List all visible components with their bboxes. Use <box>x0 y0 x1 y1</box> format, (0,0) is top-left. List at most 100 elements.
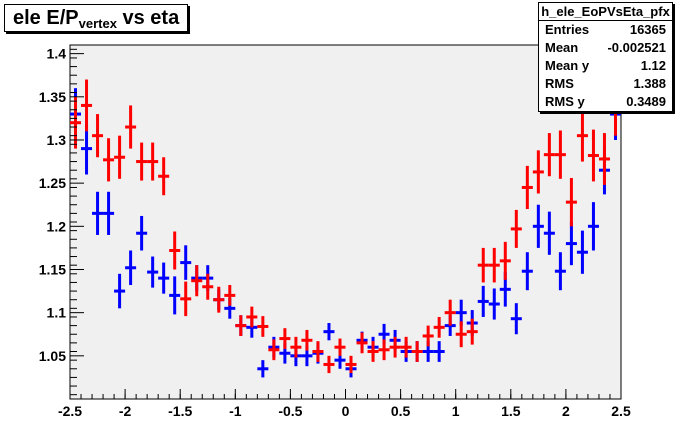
data-point <box>543 211 555 255</box>
stats-value: 16365 <box>629 22 666 37</box>
data-point <box>213 286 225 313</box>
x-tick-label: -0.5 <box>278 403 302 419</box>
data-point <box>125 250 137 286</box>
title-subscript: vertex <box>78 16 117 31</box>
data-point <box>488 247 500 283</box>
data-point <box>587 129 599 182</box>
data-point <box>466 318 478 345</box>
plot-frame <box>69 44 622 400</box>
data-point <box>356 332 368 354</box>
x-tick-label: -1.5 <box>168 403 192 419</box>
data-point <box>444 299 456 326</box>
stats-value: -0.002521 <box>607 40 666 55</box>
series-0 <box>70 88 621 378</box>
x-tick-label: 2 <box>562 403 570 419</box>
data-point <box>125 105 137 149</box>
data-point <box>389 336 401 358</box>
y-tick-label: 1.15 <box>39 261 66 277</box>
y-tick-label: 1.1 <box>47 305 67 321</box>
data-point <box>433 341 445 362</box>
data-point <box>543 133 555 177</box>
stats-row-rms-y: RMS y 0.3489 <box>539 93 672 111</box>
data-point <box>455 321 467 348</box>
data-point <box>257 316 269 337</box>
data-point <box>323 323 335 341</box>
chart-title: ele E/Pvertex vs eta <box>4 4 189 32</box>
data-point <box>103 138 115 182</box>
data-point <box>279 328 291 349</box>
data-point <box>477 247 489 283</box>
data-point <box>246 306 258 328</box>
series-1 <box>70 75 621 374</box>
data-point <box>136 215 148 251</box>
data-point <box>345 355 357 374</box>
stats-label: Mean <box>545 40 579 55</box>
data-point <box>257 360 269 378</box>
data-point <box>114 135 126 179</box>
y-tick-label: 1.35 <box>39 89 66 105</box>
y-tick-label: 1.25 <box>39 175 66 191</box>
x-tick-label: 1 <box>452 403 460 419</box>
data-point <box>554 252 566 291</box>
data-point <box>224 285 236 306</box>
data-point <box>598 133 610 185</box>
data-point <box>202 273 214 300</box>
data-point <box>114 273 126 309</box>
data-point <box>312 341 324 362</box>
series-layer <box>70 75 621 378</box>
data-point <box>169 231 181 270</box>
data-point <box>147 142 159 181</box>
data-point <box>532 204 544 248</box>
x-tick-label: -2.5 <box>58 403 82 419</box>
stats-label: RMS y <box>545 94 585 109</box>
data-point <box>433 316 445 338</box>
y-tick-label: 1.3 <box>47 132 67 148</box>
data-point <box>92 114 104 158</box>
stats-value: 0.3489 <box>626 94 666 109</box>
y-tick-label: 1.05 <box>39 348 66 364</box>
stats-row-entries: Entries 16365 <box>539 21 672 39</box>
stats-value: 1.388 <box>633 76 666 91</box>
data-point <box>477 285 489 317</box>
data-point <box>411 341 423 362</box>
data-point <box>158 157 170 196</box>
data-point <box>158 262 170 294</box>
data-point <box>521 165 533 210</box>
data-point <box>488 288 500 320</box>
data-point <box>191 265 203 297</box>
y-tick-label: 1.2 <box>47 218 67 234</box>
title-suffix: vs eta <box>116 7 180 29</box>
stats-box: h_ele_EoPVsEta_pfx Entries 16365 Mean -0.0… <box>538 2 673 112</box>
data-point <box>510 209 522 248</box>
x-tick-label: -1 <box>229 403 242 419</box>
stats-histogram-name: h_ele_EoPVsEta_pfx <box>539 3 672 21</box>
stats-row-rms: RMS 1.388 <box>539 75 672 93</box>
data-point <box>378 339 390 361</box>
y-tick-label: 1.4 <box>47 46 67 62</box>
data-point <box>323 355 335 374</box>
data-point <box>532 150 544 194</box>
data-point <box>587 202 599 251</box>
stats-row-mean: Mean -0.002521 <box>539 39 672 57</box>
data-point <box>92 191 104 235</box>
data-point <box>565 222 577 266</box>
stats-label: Mean y <box>545 58 590 73</box>
data-point <box>554 130 566 179</box>
data-point <box>301 329 313 351</box>
data-point <box>169 276 181 315</box>
stats-row-mean-y: Mean y 1.12 <box>539 57 672 75</box>
data-point <box>290 336 302 358</box>
title-main: ele E/P <box>13 7 79 29</box>
data-point <box>576 109 588 162</box>
data-point <box>81 79 93 132</box>
data-point <box>400 336 412 358</box>
data-point <box>367 341 379 362</box>
stats-label: RMS <box>545 76 574 91</box>
data-point <box>180 245 192 280</box>
data-point <box>455 299 467 326</box>
data-point <box>422 325 434 347</box>
x-tick-label: 1.5 <box>501 403 521 419</box>
x-tick-label: 0 <box>342 403 350 419</box>
data-point <box>268 339 280 361</box>
x-tick-label: -2 <box>119 403 132 419</box>
